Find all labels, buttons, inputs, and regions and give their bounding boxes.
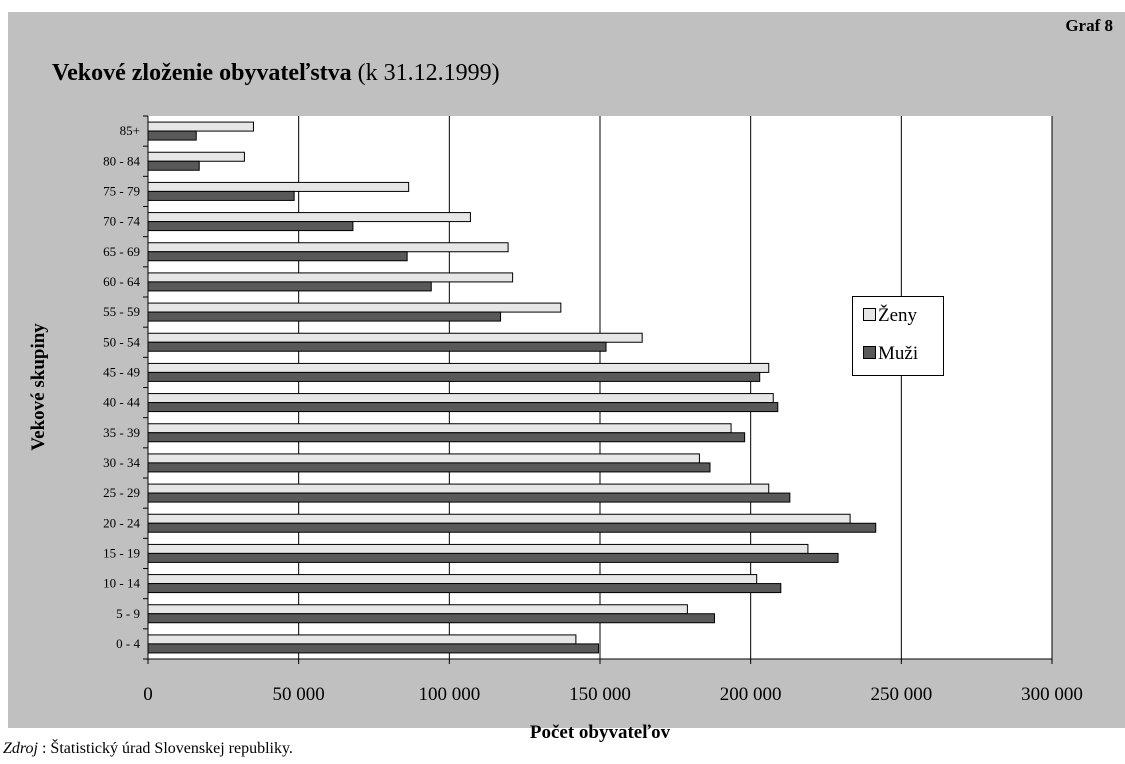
y-tick-label: 85+ — [120, 123, 140, 138]
bar-zeny — [147, 574, 758, 585]
y-tick-label: 60 - 64 — [103, 274, 140, 289]
bar-zeny — [147, 634, 577, 645]
source-label: Zdroj — [3, 740, 38, 757]
bar-muzi — [147, 221, 354, 232]
bar-muzi — [147, 160, 200, 171]
y-tick-label: 20 - 24 — [103, 515, 140, 530]
bar-zeny — [147, 181, 410, 192]
y-tick-label: 55 - 59 — [103, 304, 140, 319]
legend-label-zeny: Ženy — [878, 305, 918, 326]
bar-zeny — [147, 423, 732, 434]
x-tick-label: 50 000 — [273, 684, 325, 705]
bar-muzi — [147, 402, 779, 413]
chart-title-date: (k 31.12.1999) — [351, 60, 500, 86]
y-tick-label: 15 - 19 — [103, 545, 140, 560]
bar-zeny — [147, 453, 700, 464]
y-tick-label: 80 - 84 — [103, 153, 140, 168]
legend-label-muzi: Muži — [878, 343, 919, 364]
chart-title: Vekové zloženie obyvateľstva (k 31.12.19… — [52, 60, 500, 87]
y-tick-label: 40 - 44 — [103, 395, 140, 410]
bar-zeny — [147, 543, 809, 554]
y-tick-label: 10 - 14 — [103, 576, 140, 591]
chart-title-main: Vekové zloženie obyvateľstva — [52, 60, 352, 86]
y-axis-title: Vekové skupiny — [28, 323, 49, 451]
source-text: : Štatistický úrad Slovenskej republiky. — [37, 740, 293, 757]
legend-swatch-zeny — [863, 308, 876, 322]
bar-zeny — [147, 242, 509, 253]
y-tick-label: 65 - 69 — [103, 244, 140, 259]
x-tick-label: 150 000 — [569, 684, 631, 705]
bar-muzi — [147, 522, 877, 533]
bar-zeny — [147, 362, 770, 373]
bar-muzi — [147, 130, 197, 141]
graf-label: Graf 8 — [1065, 16, 1113, 35]
legend-swatch-muzi — [863, 346, 876, 360]
bar-zeny — [147, 604, 688, 615]
x-tick-label: 200 000 — [720, 684, 782, 705]
bar-zeny — [147, 212, 471, 223]
bar-muzi — [147, 613, 716, 624]
bar-muzi — [147, 341, 607, 352]
y-tick-label: 75 - 79 — [103, 183, 140, 198]
y-tick-label: 5 - 9 — [116, 606, 140, 621]
bar-muzi — [147, 432, 746, 443]
bar-muzi — [147, 643, 599, 654]
legend-item-zeny: Ženy — [863, 305, 917, 327]
bar-zeny — [147, 272, 514, 283]
x-tick-label: 250 000 — [870, 684, 932, 705]
bar-muzi — [147, 371, 761, 382]
y-tick-label: 25 - 29 — [103, 485, 140, 500]
bar-zeny — [147, 513, 851, 524]
legend: Ženy Muži — [852, 296, 944, 376]
bar-zeny — [147, 393, 774, 404]
bar-zeny — [147, 151, 245, 162]
bar-muzi — [147, 311, 502, 322]
x-tick-label: 300 000 — [1021, 684, 1083, 705]
x-tick-label: 0 — [143, 684, 153, 705]
bar-zeny — [147, 332, 643, 343]
x-tick-label: 100 000 — [418, 684, 480, 705]
legend-item-muzi: Muži — [863, 343, 918, 365]
source-note: Zdroj : Štatistický úrad Slovenskej repu… — [3, 740, 293, 758]
bar-muzi — [147, 251, 408, 262]
bar-muzi — [147, 281, 432, 292]
y-tick-label: 70 - 74 — [103, 214, 140, 229]
bar-zeny — [147, 302, 562, 313]
bar-muzi — [147, 583, 782, 594]
y-tick-label: 30 - 34 — [103, 455, 140, 470]
x-axis-title: Počet obyvateľov — [530, 722, 671, 743]
bar-zeny — [147, 483, 770, 494]
y-tick-label: 0 - 4 — [116, 636, 140, 651]
y-tick-label: 45 - 49 — [103, 364, 140, 379]
bar-muzi — [147, 190, 295, 201]
bar-muzi — [147, 492, 791, 503]
bar-zeny — [147, 121, 254, 132]
bar-muzi — [147, 552, 839, 563]
y-tick-label: 50 - 54 — [103, 334, 140, 349]
bar-muzi — [147, 462, 711, 473]
y-tick-label: 35 - 39 — [103, 425, 140, 440]
